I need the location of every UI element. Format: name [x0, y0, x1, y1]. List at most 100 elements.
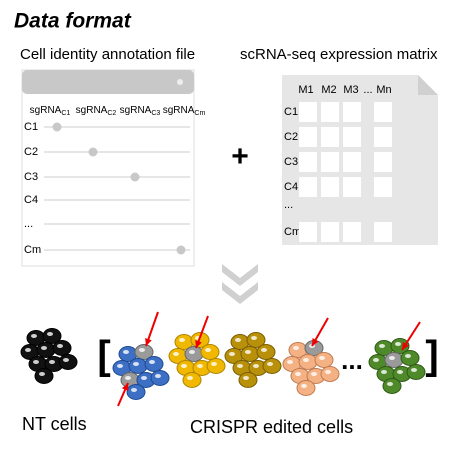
cell [298, 354, 318, 370]
close-bracket: ] [425, 334, 438, 378]
cell-nucleus [131, 388, 137, 392]
matrix-cell [299, 102, 317, 122]
cell [58, 354, 78, 370]
cell-nucleus [389, 356, 395, 360]
cell-nucleus [301, 384, 307, 388]
matrix-cell [374, 222, 392, 242]
column-sub: C2 [107, 110, 116, 117]
red-arrowhead [402, 342, 409, 350]
red-arrowhead [145, 338, 152, 346]
matrix-cell [321, 102, 339, 122]
cell-nucleus [41, 346, 47, 350]
row-label: ... [24, 218, 33, 230]
matrix-row: C2 [284, 131, 298, 143]
row-label: C2 [24, 146, 38, 158]
column-main: sgRNA [163, 105, 195, 116]
column-sub: C3 [151, 110, 160, 117]
title: Data format [14, 10, 132, 33]
row-label: C4 [24, 194, 38, 206]
matrix-cell [343, 152, 361, 172]
column-main: sgRNA [30, 105, 62, 116]
row-label: Cm [24, 244, 41, 256]
red-arrowhead [121, 383, 129, 391]
cell-nucleus [123, 350, 129, 354]
cell [184, 346, 204, 362]
cell-nucleus [251, 336, 257, 340]
annotation-panel [21, 69, 195, 267]
column-main: sgRNA [76, 105, 108, 116]
cell-nucleus [25, 348, 31, 352]
cell-nucleus [325, 370, 331, 374]
cell-nucleus [149, 360, 155, 364]
row-dot [88, 147, 98, 157]
cell [36, 342, 56, 358]
cell-nucleus [411, 368, 417, 372]
matrix-cell [299, 177, 317, 197]
matrix-cell [343, 127, 361, 147]
cell [256, 344, 276, 360]
red-arrowhead [195, 340, 202, 348]
matrix-cell [321, 222, 339, 242]
matrix-row: Cm [284, 226, 301, 238]
cell-nucleus [311, 372, 317, 376]
column-sub: Cm [194, 110, 205, 117]
cell [382, 378, 402, 394]
cell [240, 346, 260, 362]
cell-nucleus [181, 364, 187, 368]
cell-nucleus [205, 348, 211, 352]
cell [134, 344, 154, 360]
matrix-cell [374, 152, 392, 172]
annotation-header-bar [22, 70, 194, 94]
matrix-column: Mn [376, 84, 391, 96]
cell-nucleus [125, 376, 131, 380]
matrix-column: M3 [343, 84, 358, 96]
cell [200, 344, 220, 360]
nt-label: NT cells [22, 414, 87, 434]
cell [400, 350, 420, 366]
ellipsis: ... [341, 345, 363, 375]
paper-fold [418, 75, 438, 95]
cell-nucleus [39, 372, 45, 376]
cell [390, 338, 410, 354]
matrix-cell [374, 102, 392, 122]
cell [182, 372, 202, 388]
row-dot [176, 245, 186, 255]
cell-nucleus [33, 360, 39, 364]
cell-nucleus [49, 360, 55, 364]
cell [320, 366, 340, 382]
cell-nucleus [31, 334, 37, 338]
red-arrowhead [312, 338, 319, 346]
cell [42, 328, 62, 344]
cell-nucleus [173, 352, 179, 356]
column-header: sgRNACm [163, 105, 206, 117]
cell [128, 358, 148, 374]
cell-nucleus [293, 346, 299, 350]
matrix-row: C1 [284, 106, 298, 118]
window-dot [177, 79, 183, 85]
cell-nucleus [235, 338, 241, 342]
cell-nucleus [155, 374, 161, 378]
row-label: C3 [24, 171, 38, 183]
row-label: C1 [24, 121, 38, 133]
cell [126, 384, 146, 400]
matrix-cell [343, 177, 361, 197]
column-header: sgRNAC1 [30, 105, 71, 117]
cell-nucleus [395, 342, 401, 346]
cell-nucleus [57, 344, 63, 348]
cell [384, 352, 404, 368]
cell-nucleus [237, 364, 243, 368]
edited-label: CRISPR edited cells [190, 417, 353, 437]
cell-nucleus [139, 348, 145, 352]
cell [34, 368, 54, 384]
cell [238, 372, 258, 388]
cell-nucleus [397, 370, 403, 374]
cell-nucleus [187, 376, 193, 380]
cell [406, 364, 426, 380]
cell [314, 352, 334, 368]
cell-nucleus [141, 376, 147, 380]
cell-nucleus [211, 362, 217, 366]
cell [150, 370, 170, 386]
row-dot [130, 172, 140, 182]
matrix-row: ... [284, 199, 293, 211]
